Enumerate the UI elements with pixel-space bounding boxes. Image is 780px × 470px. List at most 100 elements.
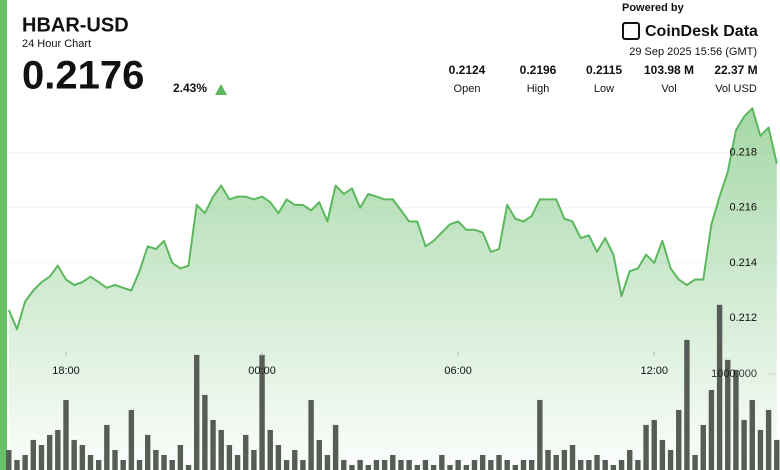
volume-bar (455, 460, 461, 470)
volume-bar (14, 460, 20, 470)
x-tick-label: 18:00 (52, 365, 80, 377)
volume-bar (627, 450, 633, 470)
change: 2.43% (173, 81, 207, 95)
volume-bar (177, 445, 184, 470)
powered-by: Powered by (622, 2, 685, 14)
volume-bar (210, 419, 216, 470)
volume-bar (708, 389, 715, 470)
volume-bar (104, 424, 110, 470)
volume-bar (259, 354, 265, 470)
volume-bar (430, 465, 437, 470)
volume-bar (283, 460, 290, 470)
volume-bar (194, 354, 200, 470)
volume-bar (569, 445, 576, 470)
volume-bar (357, 460, 363, 470)
volume-bar (22, 455, 28, 470)
volume-bar (136, 460, 143, 470)
volume-bar (267, 429, 273, 470)
logo (622, 22, 640, 40)
volume-bar (700, 424, 706, 470)
volume-bar (553, 455, 559, 470)
volume-bar (512, 465, 519, 470)
volume-bar (618, 460, 625, 470)
volume-bar (324, 455, 331, 470)
volume-bar (95, 460, 102, 470)
stat-label: Open (454, 83, 481, 95)
volume-bar (602, 460, 608, 470)
volume-bar (528, 460, 535, 470)
volume-bar (79, 445, 86, 470)
volume-bar (46, 434, 53, 470)
volume-bar (520, 460, 527, 470)
volume-bar (6, 450, 12, 470)
price-line (7, 107, 778, 331)
volume-bar (496, 455, 502, 470)
volume-bar (381, 460, 388, 470)
volume-bar (463, 465, 470, 470)
x-tick-label: 06:00 (444, 365, 472, 377)
volume-bar (30, 439, 37, 470)
volume-bar (414, 465, 420, 470)
stat-value: 103.98 M (644, 63, 694, 77)
volume-bar (218, 429, 224, 470)
volume-bar (774, 439, 780, 470)
volume-bar (757, 429, 764, 470)
volume-bar (243, 434, 249, 470)
volume-bar (112, 450, 118, 470)
volume-bar (275, 445, 282, 470)
volume-bar (349, 465, 355, 470)
stat-value: 22.37 M (714, 63, 757, 77)
volume-bar (447, 465, 453, 470)
volume-bar (341, 460, 347, 470)
volume-bar (479, 455, 486, 470)
volume-bar (765, 409, 772, 470)
y-tick-label: 0.218 (729, 146, 757, 158)
volume-bar (153, 450, 159, 470)
volume-bar (365, 465, 371, 470)
subtitle: 24 Hour Chart (22, 38, 91, 50)
volume-bar (38, 445, 45, 470)
volume-bar (676, 409, 682, 470)
volume-bar (733, 369, 739, 470)
volume-bar (643, 424, 649, 470)
volume-bar (398, 460, 404, 470)
volume-bar (300, 460, 306, 470)
volume-bar (561, 450, 568, 470)
volume-bar (308, 399, 314, 470)
volume-bar (749, 399, 755, 470)
volume-bar (234, 455, 241, 470)
area (8, 108, 777, 470)
accent-bar (0, 0, 7, 470)
plot: 1000.000 0.212 0.214 0.216 0.218 18:00 00:00 06… (6, 107, 780, 470)
volume-bar (504, 460, 510, 470)
volume-bar (635, 460, 641, 470)
volume-bar (471, 460, 478, 470)
volume-bar (292, 450, 298, 470)
brand: CoinDesk Data (645, 23, 758, 40)
stat-value: 0.2196 (520, 63, 557, 77)
volume-bar (545, 450, 551, 470)
y-tick-label: 0.212 (729, 312, 757, 324)
volume-bar (120, 460, 126, 470)
volume-bar (373, 460, 380, 470)
up-arrow (215, 84, 227, 95)
volume-bar (684, 339, 690, 470)
volume-bar (716, 304, 723, 470)
volume-bar (692, 455, 698, 470)
volume-bar (422, 460, 429, 470)
stats: 0.2124 Open 0.2196 High 0.2115 Low 103.98 M Vol… (449, 63, 758, 95)
volume-bar (226, 445, 233, 470)
x-tick-label: 00:00 (248, 365, 276, 377)
volume-bar (406, 460, 412, 470)
volume-bar (63, 399, 69, 470)
volume-bar (741, 419, 747, 470)
y-tick-label: 0.216 (729, 202, 757, 214)
volume-bar (659, 439, 666, 470)
stat-label: Vol USD (715, 83, 757, 95)
volume-bar (87, 455, 94, 470)
volume-bar (537, 399, 543, 470)
volume-bar (316, 439, 322, 470)
volume-bar (71, 439, 77, 470)
volume-bar (586, 460, 592, 470)
